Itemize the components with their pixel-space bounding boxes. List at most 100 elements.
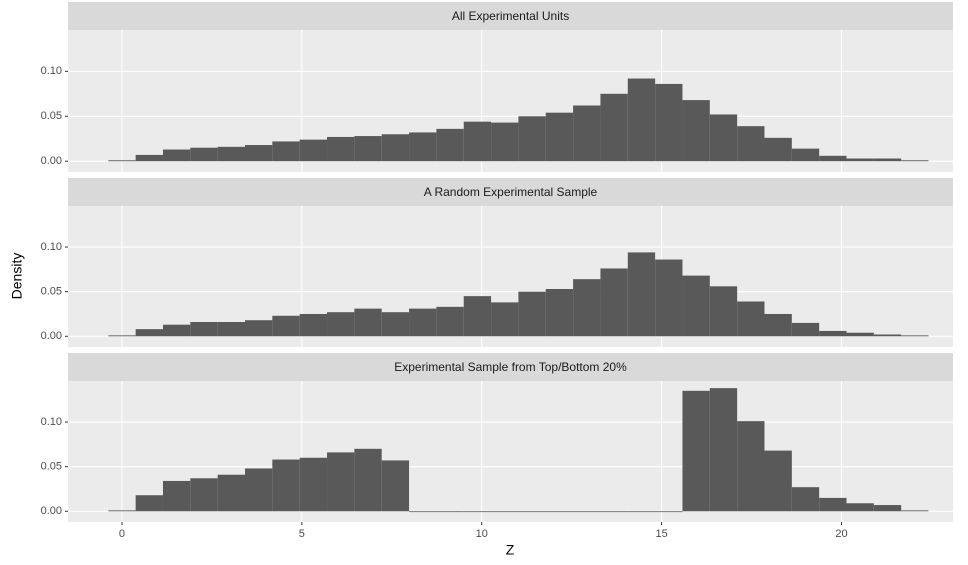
- strip-background: [68, 2, 953, 30]
- y-axis-title: Density: [9, 253, 25, 300]
- bar: [436, 511, 464, 513]
- bar: [901, 160, 929, 162]
- strip-title: All Experimental Units: [452, 9, 569, 23]
- bar: [135, 495, 163, 512]
- bar: [135, 329, 163, 337]
- bar: [162, 480, 191, 512]
- bar: [135, 154, 163, 162]
- bar: [545, 288, 574, 337]
- bar: [737, 301, 765, 337]
- bar: [381, 312, 410, 337]
- bar: [600, 93, 628, 162]
- bar: [217, 146, 245, 162]
- bar: [655, 83, 683, 162]
- strip-background: [68, 353, 953, 381]
- bar: [819, 330, 847, 337]
- bar: [682, 100, 710, 162]
- bar: [381, 460, 410, 512]
- bar: [409, 308, 437, 337]
- bar: [627, 511, 656, 513]
- strip-title: A Random Experimental Sample: [424, 185, 598, 199]
- bar: [299, 457, 328, 512]
- y-tick-label: 0.05: [41, 110, 62, 122]
- bar: [491, 302, 519, 337]
- bar: [354, 136, 382, 162]
- bar: [682, 275, 710, 337]
- y-tick-label: 0.10: [41, 416, 62, 428]
- bar: [190, 322, 218, 337]
- bar: [162, 149, 191, 162]
- bar: [791, 487, 820, 512]
- bar: [655, 259, 683, 337]
- bar: [245, 320, 273, 337]
- bar: [299, 313, 328, 337]
- bar: [873, 505, 902, 512]
- bar: [518, 116, 546, 162]
- bar: [600, 511, 628, 513]
- bar: [709, 388, 738, 512]
- bar: [682, 390, 710, 512]
- bar: [409, 132, 437, 162]
- bar: [518, 511, 546, 513]
- bar: [463, 511, 492, 513]
- bar: [901, 510, 929, 512]
- bar: [846, 332, 874, 337]
- bar: [518, 291, 546, 337]
- bar: [791, 148, 820, 162]
- bar: [627, 78, 656, 162]
- bar: [162, 324, 191, 337]
- bar: [655, 511, 683, 513]
- bar: [327, 312, 355, 337]
- bar: [901, 335, 929, 337]
- y-tick-label: 0.00: [41, 155, 62, 167]
- bar: [190, 147, 218, 162]
- bar: [436, 128, 464, 162]
- x-tick-label: 15: [655, 528, 667, 540]
- bar: [491, 511, 519, 513]
- bar: [190, 478, 218, 512]
- x-tick-label: 20: [835, 528, 847, 540]
- bar: [217, 322, 245, 337]
- strip-title: Experimental Sample from Top/Bottom 20%: [394, 360, 627, 374]
- bar: [436, 306, 464, 337]
- y-tick-label: 0.00: [41, 330, 62, 342]
- bar: [327, 136, 355, 162]
- bar: [245, 145, 273, 162]
- bar: [600, 268, 628, 337]
- bar: [272, 141, 300, 162]
- bar: [846, 158, 874, 162]
- bar: [873, 334, 902, 337]
- bar: [545, 112, 574, 162]
- bar: [491, 122, 519, 162]
- bar: [709, 286, 738, 337]
- bar: [819, 155, 847, 162]
- bar: [108, 160, 136, 162]
- bar: [272, 315, 300, 337]
- y-tick-label: 0.05: [41, 461, 62, 473]
- strip-background: [68, 178, 953, 206]
- bar: [299, 139, 328, 162]
- bar: [327, 452, 355, 512]
- bar: [545, 511, 574, 513]
- bar: [463, 121, 492, 162]
- bar: [354, 308, 382, 337]
- bar: [737, 126, 765, 162]
- bar: [764, 313, 792, 337]
- bar: [409, 511, 437, 513]
- bar: [354, 448, 382, 512]
- bar: [108, 335, 136, 337]
- bar: [764, 450, 792, 512]
- x-tick-label: 10: [476, 528, 488, 540]
- x-axis-title: Z: [506, 542, 515, 558]
- y-tick-label: 0.10: [41, 65, 62, 77]
- bar: [245, 468, 273, 512]
- bar: [573, 511, 601, 513]
- bar: [573, 279, 601, 337]
- bar: [627, 252, 656, 337]
- bar: [381, 134, 410, 162]
- bar: [846, 503, 874, 512]
- bar: [272, 459, 300, 512]
- bar: [819, 497, 847, 512]
- x-tick-label: 5: [299, 528, 305, 540]
